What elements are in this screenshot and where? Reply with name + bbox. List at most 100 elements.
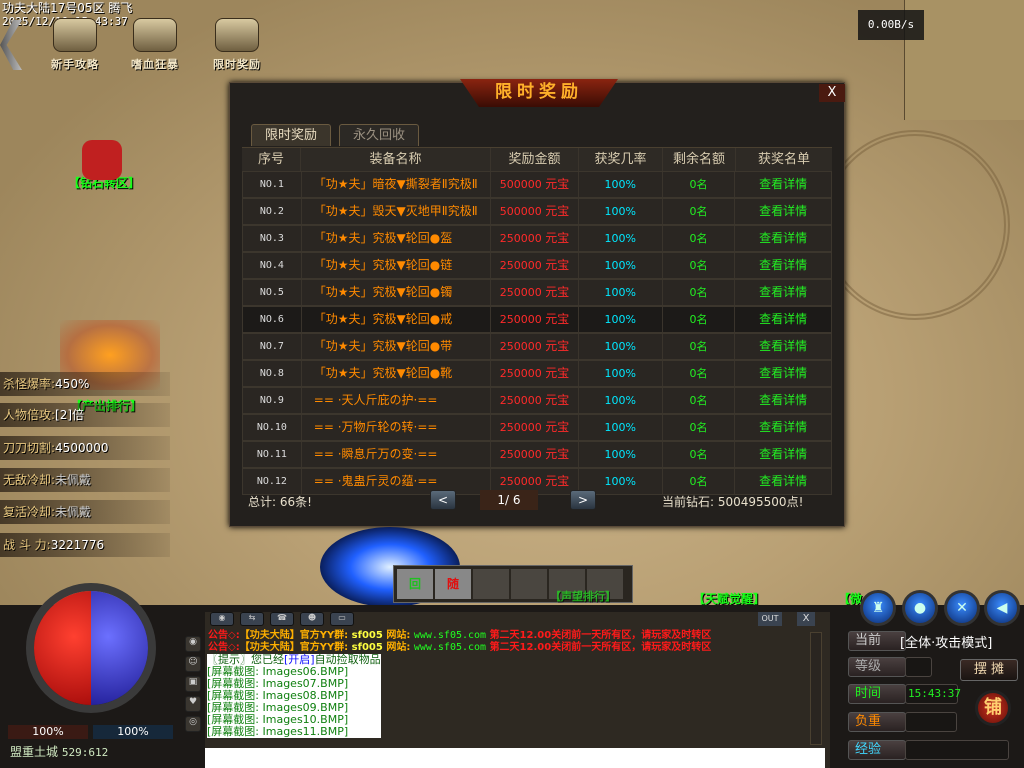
view-details-link[interactable]: 查看详情 [759,339,808,353]
item-name: 「功★夫」暗夜▼撕裂者Ⅱ究极Ⅱ [302,172,492,197]
view-details-link[interactable]: 查看详情 [759,420,808,434]
reward-amount: 250000 元宝 [491,307,579,332]
view-details-link[interactable]: 查看详情 [759,285,808,299]
row-no: NO.5 [243,280,302,305]
skill-slot[interactable] [511,569,547,599]
item-name: 「功★夫」毁天▼灭地甲Ⅱ究极Ⅱ [302,199,492,224]
friends-icon[interactable]: ☻ [300,612,324,626]
table-row: NO.3 「功★夫」究极▼轮回●盔 250000 元宝 100% 0名 查看详情 [242,225,832,252]
npc-talent-label[interactable]: 【天赋觉醒】 [693,592,766,606]
shop-button[interactable]: 铺 [975,690,1011,726]
col-amount: 奖励金额 [491,148,579,171]
notice-line: 公告◇:【功夫大陆】官方YY群: sf005 网站: www.sf05.com … [208,630,712,641]
prev-page-button[interactable]: < [430,490,456,510]
remaining-slots: 0名 [663,388,736,413]
row-no: NO.11 [243,442,302,467]
sound-icon[interactable]: ◀ [984,590,1020,626]
reward-amount: 250000 元宝 [491,280,579,305]
message-icon[interactable]: ▭ [330,612,354,626]
row-no: NO.9 [243,388,302,413]
swap-icon[interactable]: ⇆ [240,612,264,626]
view-details-link[interactable]: 查看详情 [759,366,808,380]
tab-permanent-recycle[interactable]: 永久回收 [339,124,419,146]
row-no: NO.8 [243,361,302,386]
item-name: == ·万物斤轮の转·== [302,415,492,440]
stat-attack-multiplier: 人物倍攻:[2]倍 [0,403,170,427]
view-details-link[interactable]: 查看详情 [759,177,808,191]
weight-bar [905,712,957,732]
chat-person-icon[interactable]: ☺ [185,656,201,672]
chat-window: ◉ ⇆ ☎ ☻ ▭ OUT X 公告◇:【功夫大陆】官方YY群: sf005 网… [205,612,830,768]
row-no: NO.1 [243,172,302,197]
group-icon[interactable]: ▣ [185,676,201,692]
row-no: NO.12 [243,469,302,494]
chat-scrollbar[interactable] [810,632,822,745]
screenshot-line: [屏幕截图: Images08.BMP] [207,689,349,702]
table-row: NO.7 「功★夫」究极▼轮回●带 250000 元宝 100% 0名 查看详情 [242,333,832,360]
item-name: 「功★夫」究极▼轮回●盔 [302,226,492,251]
ground-decoration [820,130,1010,320]
chat-close-button[interactable]: X [797,612,815,626]
exp-bar [905,740,1009,760]
stall-button[interactable]: 摆 摊 [960,659,1018,681]
chat-input[interactable] [205,748,825,768]
view-details-link[interactable]: 查看详情 [759,312,808,326]
skill-slot[interactable] [473,569,509,599]
minimap[interactable] [904,0,1024,120]
skill-slot-return[interactable]: 回 [397,569,433,599]
close-button[interactable]: X [819,84,845,102]
table-row: NO.1 「功★夫」暗夜▼撕裂者Ⅱ究极Ⅱ 500000 元宝 100% 0名 查… [242,171,832,198]
view-details-link[interactable]: 查看详情 [759,204,808,218]
next-page-button[interactable]: > [570,490,596,510]
table-row: NO.10 == ·万物斤轮の转·== 250000 元宝 100% 0名 查看… [242,414,832,441]
bag-icon[interactable]: ● [902,590,938,626]
eye-icon[interactable]: ◉ [210,612,234,626]
screenshot-line: [屏幕截图: Images11.BMP] [207,725,349,738]
stat-cut: 刀刀切割:4500000 [0,436,170,460]
skills-icon[interactable]: ✕ [944,590,980,626]
attack-mode[interactable]: [全体·攻击模式] [900,636,993,651]
beginner-guide-button[interactable]: 新手攻略 [40,18,110,72]
reward-amount: 250000 元宝 [491,415,579,440]
reward-amount: 500000 元宝 [491,199,579,224]
out-button[interactable]: OUT [758,612,782,626]
table-row: NO.8 「功★夫」究极▼轮回●靴 250000 元宝 100% 0名 查看详情 [242,360,832,387]
character-icon[interactable]: ♜ [860,590,896,626]
item-name: 「功★夫」究极▼轮回●靴 [302,361,492,386]
view-details-link[interactable]: 查看详情 [759,474,808,488]
coordinates: 529:612 [61,746,109,759]
location: 盟重土城 529:612 [10,743,108,760]
skill-slot[interactable] [549,569,585,599]
row-no: NO.2 [243,199,302,224]
row-no: NO.4 [243,253,302,278]
tab-timed-reward[interactable]: 限时奖励 [251,124,331,146]
phone-icon[interactable]: ☎ [270,612,294,626]
view-details-link[interactable]: 查看详情 [759,393,808,407]
row-no: NO.10 [243,415,302,440]
view-details-link[interactable]: 查看详情 [759,258,808,272]
win-rate: 100% [579,388,663,413]
sword-axe-icon [133,18,177,52]
skill-slot[interactable] [587,569,623,599]
npc-micro-label[interactable]: 【微 [838,592,863,606]
level-label: 等级 [848,657,906,677]
view-details-link[interactable]: 查看详情 [759,231,808,245]
npc-figure[interactable] [82,140,122,180]
table-header: 序号 装备名称 奖励金额 获奖几率 剩余名额 获奖名单 [242,147,832,171]
skill-slot-random[interactable]: 随 [435,569,471,599]
npc-diamond-label[interactable]: 【钻石转区】 [68,176,141,190]
tip-line: 〖提示〗您已经[开启]自动捡取物品 [207,653,381,666]
broadcast-icon[interactable]: ◎ [185,716,201,732]
win-rate: 100% [579,253,663,278]
row-no: NO.6 [243,307,302,332]
reward-amount: 500000 元宝 [491,172,579,197]
view-details-link[interactable]: 查看详情 [759,447,808,461]
npc-hidden-label[interactable]: 【声望排行】 [550,590,616,603]
heart-icon[interactable]: ♥ [185,696,201,712]
scroll-icon [53,18,97,52]
bloodthirst-button[interactable]: 嗜血狂暴 [120,18,190,72]
reward-amount: 250000 元宝 [491,253,579,278]
table-row: NO.4 「功★夫」究极▼轮回●链 250000 元宝 100% 0名 查看详情 [242,252,832,279]
timed-reward-button[interactable]: 限时奖励 [202,18,272,72]
voice-icon[interactable]: ◉ [185,636,201,652]
